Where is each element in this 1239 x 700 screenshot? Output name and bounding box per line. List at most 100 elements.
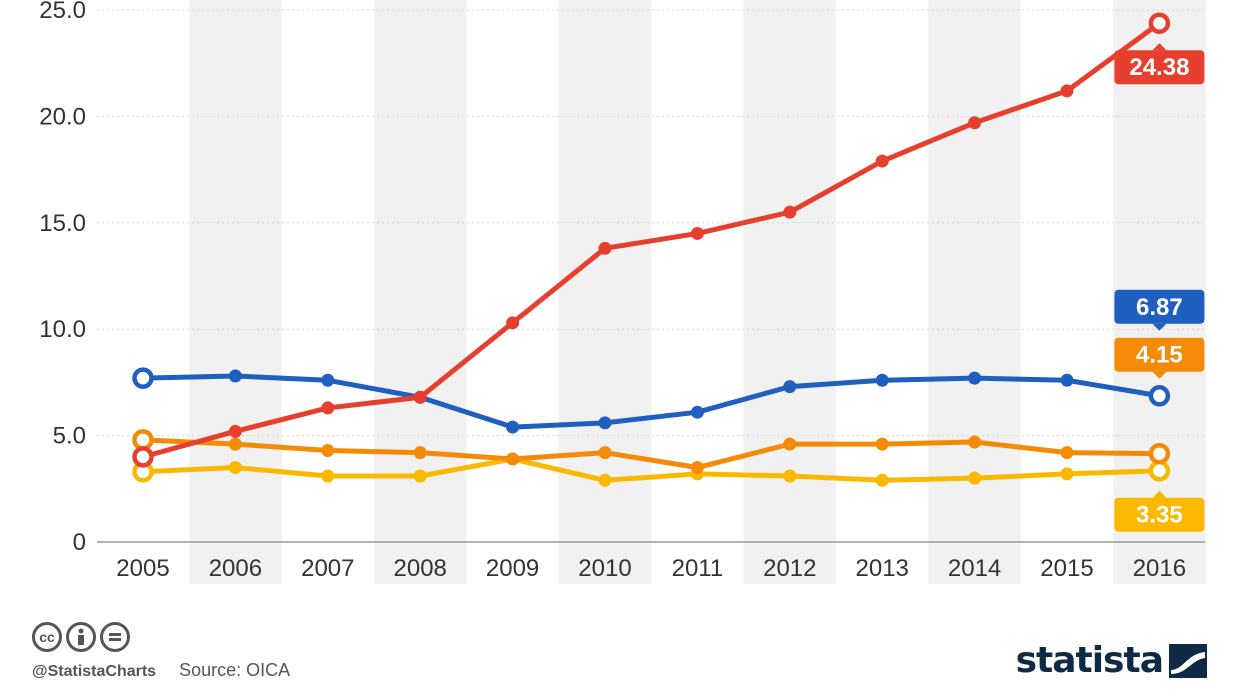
data-point[interactable] bbox=[598, 416, 612, 430]
data-point[interactable] bbox=[506, 316, 520, 330]
data-point[interactable] bbox=[875, 473, 889, 487]
data-point[interactable] bbox=[783, 469, 797, 483]
x-tick-label: 2012 bbox=[763, 555, 816, 582]
series-line bbox=[140, 20, 1162, 460]
x-tick-label: 2016 bbox=[1133, 555, 1186, 582]
data-point[interactable] bbox=[321, 401, 335, 415]
column-band bbox=[374, 0, 467, 584]
series-line bbox=[140, 456, 1162, 483]
data-point[interactable] bbox=[1060, 84, 1074, 98]
data-point[interactable] bbox=[875, 437, 889, 451]
y-tick-label: 5.0 bbox=[53, 423, 86, 450]
data-point[interactable] bbox=[132, 429, 154, 451]
data-point[interactable] bbox=[1148, 12, 1171, 34]
statista-wave-icon bbox=[1169, 643, 1207, 678]
column-bands bbox=[189, 0, 1206, 584]
y-tick-label: 10.0 bbox=[39, 316, 86, 343]
data-point[interactable] bbox=[321, 469, 335, 483]
data-point[interactable] bbox=[690, 405, 704, 419]
x-tick-label: 2007 bbox=[301, 555, 354, 582]
data-point[interactable] bbox=[690, 226, 704, 240]
x-tick-label: 2014 bbox=[948, 555, 1001, 582]
data-point[interactable] bbox=[968, 471, 982, 485]
series-line bbox=[140, 437, 1162, 471]
data-point[interactable] bbox=[228, 424, 242, 438]
nd-icon[interactable] bbox=[100, 622, 130, 652]
x-tick-label: 2013 bbox=[856, 555, 909, 582]
column-band bbox=[743, 0, 836, 584]
data-point[interactable] bbox=[1148, 459, 1171, 482]
footer: cc @StatistaCharts Source: OICA bbox=[32, 622, 290, 680]
data-point[interactable] bbox=[690, 461, 704, 475]
footer-text: @StatistaCharts Source: OICA bbox=[32, 660, 290, 681]
x-tick-label: 2006 bbox=[209, 555, 262, 582]
brand-name: statista bbox=[1015, 640, 1164, 681]
x-tick-label: 2008 bbox=[394, 555, 447, 582]
y-tick-label: 20.0 bbox=[39, 103, 86, 130]
source-note: Source: OICA bbox=[179, 660, 291, 680]
data-point[interactable] bbox=[132, 367, 154, 389]
x-tick-label: 2015 bbox=[1040, 555, 1093, 582]
by-icon[interactable] bbox=[66, 622, 96, 652]
data-point[interactable] bbox=[598, 473, 612, 487]
data-point[interactable] bbox=[413, 390, 427, 404]
line-chart: 05.010.015.020.025.0 2005 2006 2007 2008 200… bbox=[39, 0, 1206, 584]
data-point[interactable] bbox=[132, 446, 154, 468]
data-point[interactable] bbox=[1060, 467, 1074, 481]
data-point[interactable] bbox=[228, 461, 242, 475]
end-value-label: 24.38 bbox=[1114, 43, 1205, 85]
twitter-handle[interactable]: @StatistaCharts bbox=[32, 663, 157, 680]
end-labels: 24.38 6.87 4.15 3.35 bbox=[1114, 43, 1205, 532]
data-point[interactable] bbox=[1060, 446, 1074, 460]
data-point[interactable] bbox=[598, 446, 612, 460]
y-tick-label: 15.0 bbox=[39, 210, 86, 237]
series-line bbox=[140, 373, 1162, 430]
data-point[interactable] bbox=[783, 437, 797, 451]
data-point[interactable] bbox=[783, 205, 797, 219]
y-axis-ticks: 0 5.0 10.0 15.0 20.0 25.0 bbox=[39, 0, 86, 556]
svg-text:24.38: 24.38 bbox=[1129, 54, 1189, 81]
end-value-label: 4.15 bbox=[1114, 337, 1205, 379]
column-band bbox=[928, 0, 1021, 584]
end-value-label: 6.87 bbox=[1114, 289, 1205, 331]
data-point[interactable] bbox=[321, 373, 335, 387]
svg-text:6.87: 6.87 bbox=[1136, 294, 1183, 321]
data-point[interactable] bbox=[783, 380, 797, 394]
data-point[interactable] bbox=[506, 452, 520, 466]
svg-text:3.35: 3.35 bbox=[1136, 502, 1183, 529]
gridlines bbox=[97, 9, 1205, 543]
data-point[interactable] bbox=[1148, 442, 1171, 465]
data-point[interactable] bbox=[228, 369, 242, 383]
data-point[interactable] bbox=[875, 373, 889, 387]
data-point[interactable] bbox=[228, 437, 242, 451]
x-tick-label: 2009 bbox=[486, 555, 539, 582]
x-tick-label: 2005 bbox=[116, 555, 169, 582]
data-point[interactable] bbox=[875, 154, 889, 168]
y-tick-label: 25.0 bbox=[39, 0, 86, 24]
data-point[interactable] bbox=[413, 446, 427, 460]
data-point[interactable] bbox=[321, 443, 335, 457]
x-tick-label: 2010 bbox=[578, 555, 631, 582]
svg-text:4.15: 4.15 bbox=[1136, 342, 1183, 369]
column-band bbox=[189, 0, 282, 584]
x-axis-ticks: 2005 2006 2007 2008 2009 2010 2011 2012 2013 2014… bbox=[116, 555, 1186, 582]
data-point[interactable] bbox=[506, 420, 520, 434]
data-point[interactable] bbox=[1148, 385, 1171, 407]
end-value-label: 3.35 bbox=[1114, 490, 1205, 532]
data-point[interactable] bbox=[1060, 373, 1074, 387]
equals-icon bbox=[109, 633, 121, 641]
data-point[interactable] bbox=[413, 469, 427, 483]
cc-icon[interactable]: cc bbox=[32, 622, 62, 652]
data-point[interactable] bbox=[968, 435, 982, 449]
x-tick-label: 2011 bbox=[672, 555, 724, 582]
license-icons: cc bbox=[32, 622, 130, 652]
person-icon bbox=[78, 628, 84, 645]
data-point[interactable] bbox=[968, 371, 982, 385]
statista-logo[interactable]: statista bbox=[1016, 640, 1207, 681]
data-point[interactable] bbox=[598, 241, 612, 255]
data-point[interactable] bbox=[968, 116, 982, 130]
series-points bbox=[132, 12, 1171, 487]
column-band bbox=[558, 0, 652, 584]
series-lines bbox=[140, 20, 1162, 483]
y-tick-label: 0 bbox=[73, 529, 86, 556]
